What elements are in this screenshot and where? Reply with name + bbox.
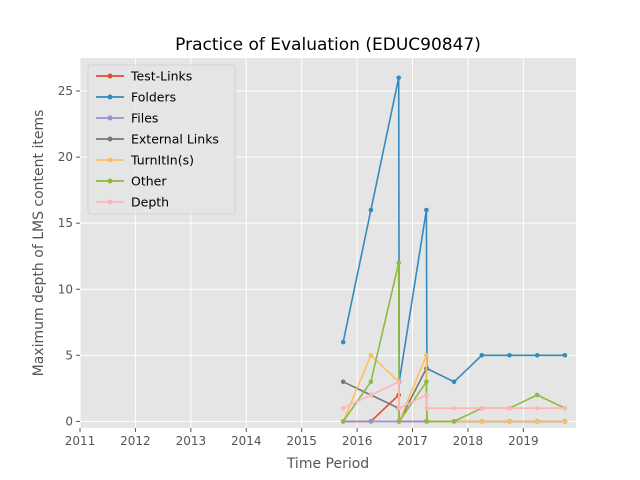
x-tick-label: 2014 [231,434,262,448]
x-tick-label: 2017 [397,434,428,448]
x-axis-label: Time Period [286,456,369,472]
legend-label: TurnItIn(s) [130,153,194,168]
legend-item: External Links [96,132,219,147]
x-tick-label: 2011 [65,434,96,448]
data-point-depth [340,405,346,411]
x-tick-label: 2015 [286,434,317,448]
series-layer [340,75,568,424]
legend-item: Test-Links [96,69,192,84]
data-point-folders [562,353,568,358]
y-tick-label: 0 [65,414,73,428]
x-tick-label: 2016 [342,434,373,448]
x-tick-label: 2018 [453,434,484,448]
data-point-turnitin-s [424,353,429,358]
data-point-folders [368,207,374,213]
data-point-other [368,379,374,385]
data-point-folders [340,339,346,345]
legend-item: Depth [96,195,169,210]
data-point-turnitin-s [562,419,568,424]
y-tick-label: 5 [65,348,73,362]
legend-label: Files [131,111,158,126]
x-tick-label: 2012 [120,434,151,448]
data-point-depth [396,405,402,411]
data-point-folders [396,75,402,81]
data-point-depth [368,392,374,398]
data-point-depth [396,379,402,385]
data-point-other [424,419,430,424]
data-point-folders [507,353,512,358]
x-axis: 2011 2012 2013 2014 2015 2016 2017 2018 2019 [65,428,539,448]
data-point-other [534,392,540,398]
legend: Test-Links Folders Files External Links Turn… [87,64,236,215]
legend-marker [107,94,113,100]
data-point-turnitin-s [534,419,540,424]
legend-item: TurnItIn(s) [96,153,194,168]
data-point-folders [479,353,485,358]
data-point-folders [534,353,540,358]
data-point-files [368,419,374,424]
y-tick-label: 15 [58,216,73,230]
chart-title: Practice of Evaluation (EDUC90847) [175,35,481,55]
data-point-external-links [340,379,346,385]
data-point-depth [424,405,430,411]
data-point-folders [451,379,457,385]
data-point-depth [424,392,429,398]
data-point-depth [451,405,457,411]
x-tick-label: 2013 [176,434,207,448]
series-depth [340,379,568,411]
legend-marker [107,115,113,121]
y-tick-label: 20 [58,150,73,164]
data-point-folders [424,207,429,213]
y-axis-label: Maximum depth of LMS content items [31,110,47,377]
data-point-depth [507,405,512,411]
legend-marker [107,136,113,142]
legend-label: Other [131,174,167,189]
legend-item: Folders [96,90,176,105]
legend-box [87,64,236,215]
y-tick-label: 10 [58,282,73,296]
data-point-other [396,419,402,424]
data-point-turnitin-s [507,419,512,424]
legend-marker [107,73,113,79]
legend-label: Depth [131,195,169,210]
legend-item: Files [96,111,158,126]
data-point-turnitin-s [368,353,374,358]
legend-marker [107,157,113,163]
legend-item: Other [96,174,167,189]
data-point-depth [534,405,540,411]
data-point-other [424,379,429,385]
legend-marker [107,199,113,205]
legend-label: External Links [131,132,219,147]
data-point-other [451,419,457,424]
y-tick-label: 25 [58,84,73,98]
data-point-turnitin-s [479,419,485,424]
data-point-depth [562,405,568,411]
legend-label: Folders [131,90,176,105]
legend-marker [107,178,113,184]
x-tick-label: 2019 [508,434,539,448]
data-point-other [396,260,402,266]
data-point-other [340,419,346,424]
data-point-depth [479,405,485,411]
legend-label: Test-Links [130,69,192,84]
y-axis: 0 5 10 15 20 25 [58,84,80,428]
